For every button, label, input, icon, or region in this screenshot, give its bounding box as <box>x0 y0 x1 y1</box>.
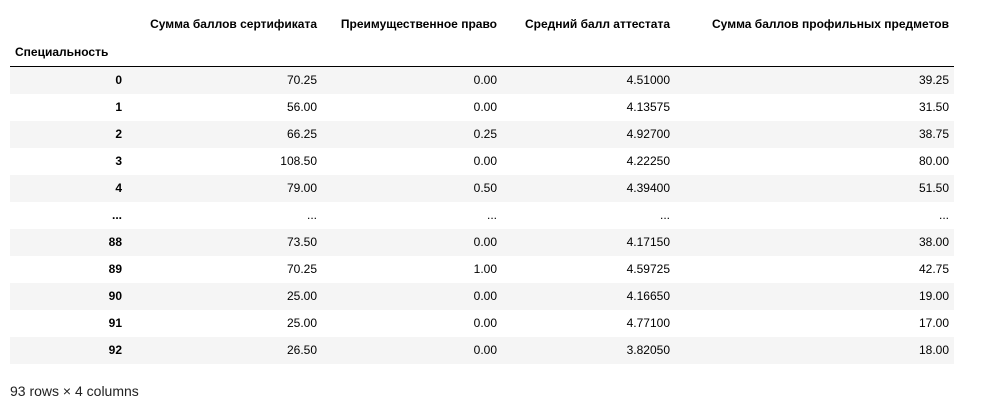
table-cell: 80.00 <box>918 154 949 168</box>
dataframe-table: Сумма баллов сертификата Преимущественно… <box>10 10 954 364</box>
row-index: 91 <box>108 316 122 330</box>
table-row: 0 70.25 0.00 4.51000 39.25 <box>10 66 954 94</box>
table-cell: 25.00 <box>286 289 317 303</box>
column-header: Преимущественное право <box>340 17 497 31</box>
row-index: 88 <box>108 235 122 249</box>
table-cell: 0.00 <box>473 289 497 303</box>
table-cell: 3.82050 <box>626 343 670 357</box>
column-header: Средний балл аттестата <box>524 17 670 31</box>
corner-cell <box>10 10 127 39</box>
table-row: 1 56.00 0.00 4.13575 31.50 <box>10 94 954 121</box>
table-cell: 108.50 <box>280 154 317 168</box>
table-cell: 4.59725 <box>626 262 670 276</box>
table-cell: 4.92700 <box>626 127 670 141</box>
column-header-row: Сумма баллов сертификата Преимущественно… <box>10 10 954 39</box>
table-cell: 31.50 <box>918 100 949 114</box>
table-row: 92 26.50 0.00 3.82050 18.00 <box>10 337 954 364</box>
table-cell: 4.22250 <box>626 154 670 168</box>
table-cell: 4.77100 <box>626 316 670 330</box>
table-row: ............... <box>10 202 954 229</box>
dataframe-output: Сумма баллов сертификата Преимущественно… <box>10 10 954 364</box>
table-row: 90 25.00 0.00 4.16650 19.00 <box>10 283 954 310</box>
table-cell: 0.00 <box>473 316 497 330</box>
row-index: 1 <box>115 100 122 114</box>
table-cell: 0.00 <box>473 235 497 249</box>
row-index: 90 <box>108 289 122 303</box>
table-cell: 17.00 <box>918 316 949 330</box>
table-cell: 38.00 <box>918 235 949 249</box>
table-cell: 70.25 <box>286 73 317 87</box>
table-cell: 4.39400 <box>626 181 670 195</box>
row-index: 2 <box>115 127 122 141</box>
table-cell: 42.75 <box>918 262 949 276</box>
table-cell: 4.16650 <box>626 289 670 303</box>
table-cell: 38.75 <box>918 127 949 141</box>
table-cell: 0.25 <box>473 127 497 141</box>
table-cell: 4.17150 <box>626 235 670 249</box>
table-cell: ... <box>306 208 317 222</box>
table-cell: 26.50 <box>286 343 317 357</box>
table-cell: 4.13575 <box>626 100 670 114</box>
dataframe-shape: 93 rows × 4 columns <box>10 383 139 399</box>
table-cell: ... <box>938 208 949 222</box>
row-index: 92 <box>108 343 122 357</box>
table-cell: 0.00 <box>473 343 497 357</box>
row-index: 89 <box>108 262 122 276</box>
table-cell: 4.51000 <box>626 73 670 87</box>
row-index: ... <box>111 208 122 222</box>
table-row: 88 73.50 0.00 4.17150 38.00 <box>10 229 954 256</box>
table-cell: 66.25 <box>286 127 317 141</box>
row-index: 4 <box>115 181 122 195</box>
column-header: Сумма баллов профильных предметов <box>712 17 949 31</box>
table-row: 89 70.25 1.00 4.59725 42.75 <box>10 256 954 283</box>
table-cell: 39.25 <box>918 73 949 87</box>
table-cell: 1.00 <box>473 262 497 276</box>
table-cell: 51.50 <box>918 181 949 195</box>
table-cell: 19.00 <box>918 289 949 303</box>
row-index: 0 <box>115 73 122 87</box>
table-body: 0 70.25 0.00 4.51000 39.25 1 56.00 0.00 4.13575 3… <box>10 66 954 364</box>
index-header-row: Специальность <box>10 39 954 67</box>
table-row: 3 108.50 0.00 4.22250 80.00 <box>10 148 954 175</box>
column-header: Сумма баллов сертификата <box>150 17 317 31</box>
table-row: 4 79.00 0.50 4.39400 51.50 <box>10 175 954 202</box>
table-cell: 56.00 <box>286 100 317 114</box>
index-name: Специальность <box>10 39 127 67</box>
table-cell: 0.50 <box>473 181 497 195</box>
table-cell: 70.25 <box>286 262 317 276</box>
table-cell: 79.00 <box>286 181 317 195</box>
table-cell: ... <box>659 208 670 222</box>
table-cell: 18.00 <box>918 343 949 357</box>
table-row: 2 66.25 0.25 4.92700 38.75 <box>10 121 954 148</box>
row-index: 3 <box>115 154 122 168</box>
table-cell: 25.00 <box>286 316 317 330</box>
table-cell: 0.00 <box>473 100 497 114</box>
table-cell: 0.00 <box>473 154 497 168</box>
table-cell: 73.50 <box>286 235 317 249</box>
table-cell: ... <box>486 208 497 222</box>
table-cell: 0.00 <box>473 73 497 87</box>
table-row: 91 25.00 0.00 4.77100 17.00 <box>10 310 954 337</box>
